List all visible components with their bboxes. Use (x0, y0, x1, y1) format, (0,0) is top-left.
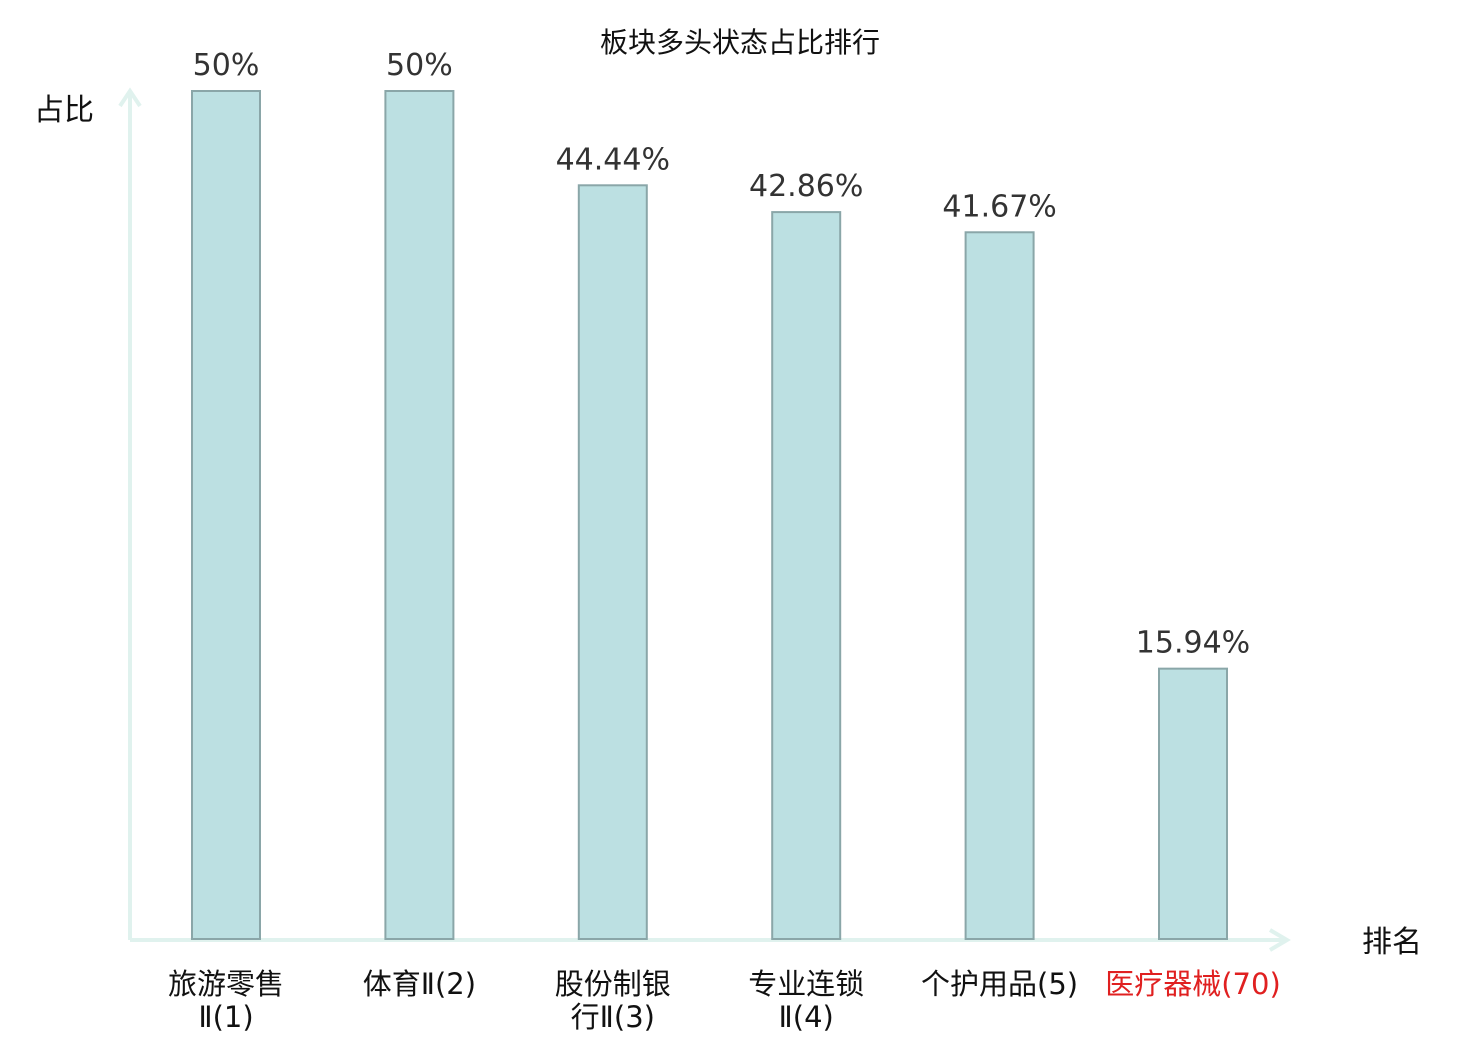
x-tick-label: 医疗器械(70) (1105, 967, 1281, 1001)
bars-group (191, 90, 1228, 940)
bar-value-label: 50% (386, 48, 453, 83)
bar-value-label: 44.44% (556, 142, 670, 177)
x-tick-label: 旅游零售 (168, 967, 284, 1001)
y-axis-arrow (118, 87, 142, 108)
bar (771, 211, 842, 940)
x-tick-label: 体育Ⅱ(2) (363, 967, 476, 1001)
bar-value-label: 42.86% (749, 169, 863, 204)
axes (118, 87, 1291, 952)
bar-value-label: 50% (193, 48, 260, 83)
bar (384, 90, 455, 940)
y-axis-label: 占比 (34, 93, 94, 128)
x-axis-arrow (1268, 928, 1291, 952)
x-tick-label: 个护用品(5) (921, 967, 1078, 1001)
bar (964, 231, 1035, 940)
bar (577, 184, 648, 940)
bar (1158, 667, 1228, 940)
chart-title: 板块多头状态占比排行 (600, 26, 880, 59)
value-labels-group: 50% 50% 44.44% 42.86% 41.67% 15.94% (193, 48, 1251, 661)
x-tick-label: 行Ⅱ(3) (571, 1000, 655, 1034)
bar-value-label: 15.94% (1136, 626, 1250, 661)
x-tick-label: Ⅱ(1) (198, 1000, 253, 1034)
x-tick-label: Ⅱ(4) (779, 1000, 834, 1034)
x-axis-label: 排名 (1362, 925, 1422, 960)
bar (191, 90, 261, 940)
x-tick-label: 股份制银 (555, 967, 671, 1001)
x-tick-label: 专业连锁 (748, 967, 864, 1001)
bar-value-label: 41.67% (942, 189, 1056, 224)
